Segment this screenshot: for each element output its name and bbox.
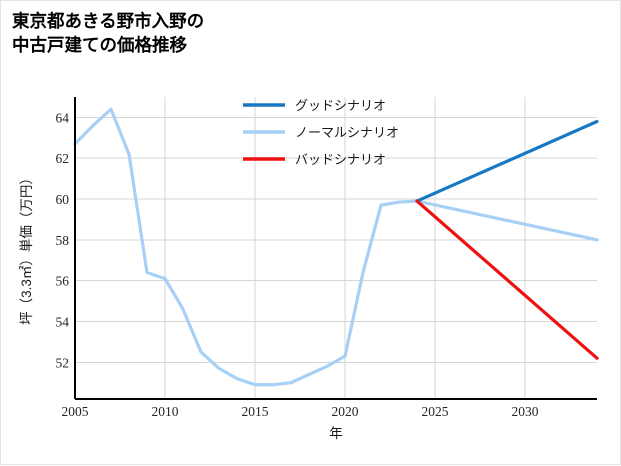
x-tick-label: 2030 [512,404,539,419]
legend-label: グッドシナリオ [295,98,386,113]
x-tick-label: 2015 [242,404,269,419]
x-tick-label: 2010 [152,404,179,419]
x-tick-labels: 2005 2010 2015 2020 2025 2030 [62,404,539,419]
page-title: 東京都あきる野市入野の 中古戸建ての価格推移 [12,11,205,56]
y-tick-label: 52 [56,355,70,370]
y-tick-label: 54 [56,314,70,329]
x-tick-label: 2005 [62,404,89,419]
y-tick-label: 60 [56,192,70,207]
axis-lines [74,97,597,400]
y-axis-title: 坪（3.3㎡）単価（万円） [19,171,34,325]
y-tick-label: 62 [56,151,70,166]
series-lines [73,107,599,387]
gridlines [74,97,597,399]
legend-label: ノーマルシナリオ [295,125,399,140]
y-tick-label: 56 [56,274,70,289]
x-tick-label: 2020 [332,404,359,419]
x-tick-label: 2025 [422,404,449,419]
series-line [415,199,599,360]
series-line [415,119,599,203]
series-line [73,107,599,387]
y-tick-labels: 52 54 56 58 60 62 64 [56,110,70,370]
y-tick-label: 64 [56,110,70,125]
y-tick-label: 58 [56,233,70,248]
x-axis-title: 年 [329,426,343,441]
legend-label: バッドシナリオ [295,152,386,167]
